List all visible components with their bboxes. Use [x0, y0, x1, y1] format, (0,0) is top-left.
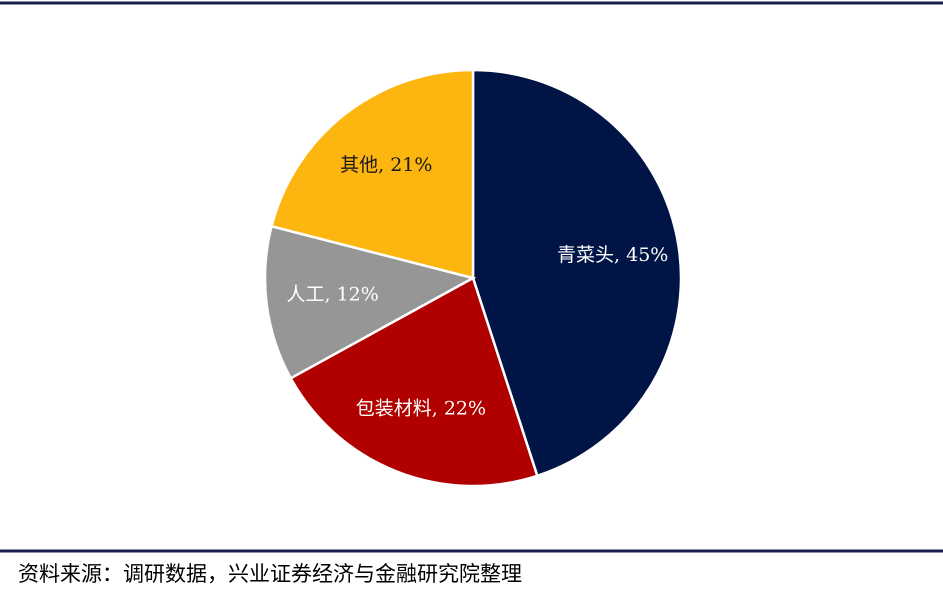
pie-slice: [263, 224, 477, 380]
source-note: 资料来源：调研数据，兴业证券经济与金融研究院整理: [18, 562, 522, 586]
slice-label: 人工, 12%: [287, 284, 379, 306]
slice-label: 其他, 21%: [340, 154, 432, 176]
pie-slice: [289, 276, 539, 488]
slice-label: 青菜头, 45%: [557, 244, 668, 266]
pie-slice: [270, 68, 475, 280]
pie: 青菜头, 45% 包装材料, 22% 人工, 12% 其他, 21%: [263, 68, 683, 488]
pie-slice: [471, 68, 683, 478]
slice-label: 包装材料, 22%: [356, 398, 486, 420]
